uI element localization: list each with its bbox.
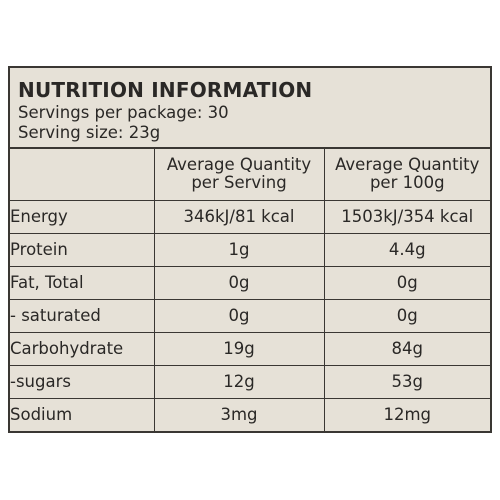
per-100g-value: 4.4g [323,232,490,267]
table-row-saturated: - saturated 0g 0g [10,298,490,333]
table-row-energy: Energy 346kJ/81 kcal 1503kJ/354 kcal [10,199,490,234]
nutrition-header: NUTRITION INFORMATION Servings per packa… [10,68,490,149]
nutrient-name: Sodium [10,397,155,431]
table-row-sodium: Sodium 3mg 12mg [10,397,490,431]
header-per-serving-line1: Average Quantity [166,155,312,175]
per-100g-value: 0g [323,298,490,333]
per-serving-value: 346kJ/81 kcal [153,199,325,234]
nutrition-title: NUTRITION INFORMATION [18,78,313,102]
servings-per-package: Servings per package: 30 [18,103,229,122]
per-serving-value: 1g [153,232,325,267]
header-per-serving-line2: per Serving [191,173,287,193]
nutrient-name: Fat, Total [10,265,155,300]
nutrient-name: -sugars [10,364,155,399]
table-row-fat-total: Fat, Total 0g 0g [10,265,490,300]
per-100g-value: 1503kJ/354 kcal [323,199,490,234]
per-serving-value: 3mg [153,397,325,431]
per-100g-value: 0g [323,265,490,300]
nutrient-name: Energy [10,199,155,234]
header-per-100g-line1: Average Quantity [335,155,480,175]
table-row-protein: Protein 1g 4.4g [10,232,490,267]
nutrition-table: Average Quantity per Serving Average Qua… [10,149,490,431]
nutrient-name: Carbohydrate [10,331,155,366]
nutrient-name: Protein [10,232,155,267]
nutrient-name: - saturated [10,298,155,333]
per-serving-value: 0g [153,298,325,333]
per-serving-value: 12g [153,364,325,399]
header-per-100g: Average Quantity per 100g [323,149,490,201]
table-row-sugars: -sugars 12g 53g [10,364,490,399]
table-header-row: Average Quantity per Serving Average Qua… [10,149,490,201]
serving-size: Serving size: 23g [18,123,161,142]
header-per-serving: Average Quantity per Serving [153,149,325,201]
per-100g-value: 84g [323,331,490,366]
per-100g-value: 12mg [323,397,490,431]
header-per-100g-line2: per 100g [369,173,445,193]
per-100g-value: 53g [323,364,490,399]
per-serving-value: 19g [153,331,325,366]
table-row-carbohydrate: Carbohydrate 19g 84g [10,331,490,366]
nutrition-panel: NUTRITION INFORMATION Servings per packa… [8,66,492,433]
per-serving-value: 0g [153,265,325,300]
header-nutrient-blank [10,149,155,201]
